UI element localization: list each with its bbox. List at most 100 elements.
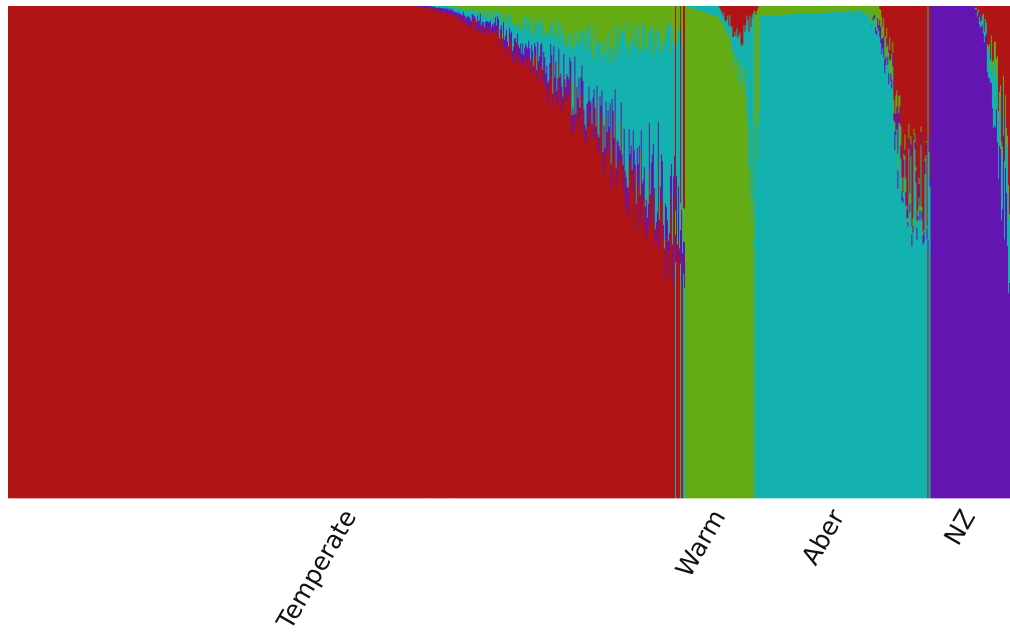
individual-bar-temperate: [330, 6, 333, 499]
segment-k3: [536, 35, 538, 71]
individual-bar-temperate: [298, 6, 301, 499]
segment-k1: [749, 6, 752, 16]
segment-k1: [916, 6, 919, 221]
segment-k1: [884, 6, 886, 38]
individual-bar-warm: [695, 6, 697, 499]
individual-bar-temperate: [203, 6, 205, 499]
individual-bar-temperate: [598, 6, 601, 499]
segment-k1: [27, 6, 29, 499]
segment-k4: [616, 140, 619, 178]
segment-k1: [929, 6, 932, 179]
individual-bar-aber: [908, 6, 910, 499]
segment-k1: [259, 6, 262, 499]
individual-bar-temperate: [246, 6, 249, 499]
individual-bar-aber: [840, 6, 843, 499]
individual-bar-aber: [787, 6, 790, 499]
segment-k4: [645, 199, 648, 228]
segment-k3: [525, 15, 527, 45]
segment-k2: [1004, 95, 1007, 116]
segment-k4: [519, 48, 521, 57]
segment-k3: [628, 55, 631, 130]
individual-bar-temperate: [366, 6, 368, 499]
individual-bar-aber: [786, 6, 789, 499]
segment-k1: [329, 6, 332, 499]
segment-k4: [499, 29, 502, 38]
individual-bar-aber: [871, 6, 873, 499]
segment-k1: [42, 6, 44, 499]
segment-k1: [609, 130, 612, 499]
individual-bar-temperate: [281, 6, 284, 499]
segment-k4: [609, 103, 612, 131]
individual-bar-temperate: [328, 6, 331, 499]
segment-k2: [533, 6, 535, 36]
individual-bar-warm: [750, 6, 753, 499]
segment-k2: [491, 6, 494, 20]
segment-k2: [636, 6, 639, 30]
segment-k4: [472, 14, 475, 20]
segment-k3: [450, 6, 453, 11]
segment-k3: [654, 32, 657, 230]
segment-k3: [925, 154, 928, 499]
individual-bar-temperate: [447, 6, 450, 499]
segment-k1: [470, 28, 473, 499]
segment-k2: [997, 111, 1000, 121]
segment-k2: [534, 6, 536, 22]
segment-k2: [699, 10, 701, 499]
segment-k1: [881, 6, 883, 18]
individual-bar-aber: [856, 6, 858, 499]
segment-k1: [305, 6, 308, 499]
segment-k1: [209, 6, 211, 499]
segment-k1: [886, 6, 888, 29]
segment-k1: [504, 52, 507, 499]
individual-bar-temperate: [668, 6, 671, 499]
segment-k4: [921, 211, 924, 220]
segment-k1: [431, 8, 434, 499]
segment-k3: [864, 15, 866, 499]
individual-bar-temperate: [278, 6, 281, 499]
individual-bar-temperate: [566, 6, 568, 499]
segment-k3: [886, 46, 888, 499]
segment-k2: [755, 14, 758, 126]
individual-bar-nz: [987, 6, 990, 499]
segment-k4: [513, 46, 515, 65]
segment-k4: [655, 222, 658, 244]
segment-k2: [880, 9, 882, 27]
segment-k3: [522, 28, 524, 44]
individual-bar-temperate: [563, 6, 565, 499]
segment-k1: [757, 6, 760, 9]
segment-k1: [543, 68, 545, 499]
segment-k2: [831, 6, 834, 13]
individual-bar-nz: [955, 6, 958, 499]
segment-k3: [710, 6, 712, 15]
segment-k1: [678, 240, 680, 499]
segment-k2: [475, 6, 478, 15]
individual-bar-temperate: [390, 6, 392, 499]
segment-k4: [994, 127, 997, 499]
segment-k3: [761, 15, 764, 499]
segment-k2: [862, 6, 864, 14]
individual-bar-temperate: [127, 6, 130, 499]
individual-bar-temperate: [77, 6, 80, 499]
segment-k2: [628, 6, 631, 56]
segment-k1: [519, 55, 521, 499]
segment-k2: [874, 6, 876, 15]
individual-bar-temperate: [518, 6, 520, 499]
segment-k2: [861, 6, 863, 12]
group-label-aber: Aber: [796, 504, 851, 570]
segment-k1: [625, 208, 628, 499]
individual-bar-warm: [728, 6, 730, 499]
segment-k4: [997, 179, 1000, 499]
individual-bar-temperate: [267, 6, 270, 499]
segment-k4: [589, 100, 592, 126]
segment-k1: [75, 6, 78, 499]
segment-k2: [613, 6, 616, 45]
segment-k3: [614, 26, 617, 90]
individual-bar-temperate: [133, 6, 136, 499]
segment-k4: [569, 57, 571, 77]
segment-k1: [72, 6, 74, 499]
individual-bar-warm: [737, 6, 739, 499]
individual-bar-temperate: [58, 6, 60, 499]
segment-k3: [1004, 114, 1007, 169]
segment-k2: [550, 6, 552, 25]
segment-k4: [873, 15, 875, 19]
